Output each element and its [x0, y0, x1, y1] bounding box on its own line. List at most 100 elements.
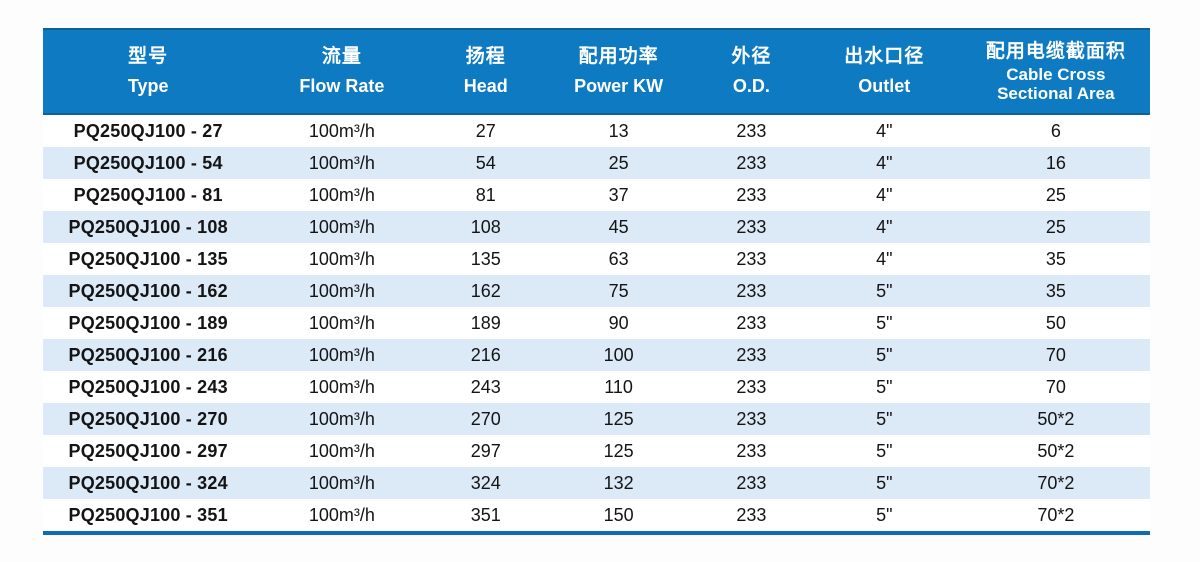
cell-cable-cross-sectional-area: 50*2 [1037, 408, 1075, 429]
cell-od: 233 [736, 344, 767, 365]
cell-cable-cross-sectional-area: 6 [1050, 120, 1061, 141]
cell-type: PQ250QJ100 - 189 [68, 312, 228, 333]
cell-head: 324 [470, 472, 501, 493]
column-header-zh: 扬程 [465, 46, 506, 68]
cell-outlet: 4" [876, 120, 893, 141]
cell-outlet: 5" [876, 472, 893, 493]
cell-outlet: 5" [876, 312, 893, 333]
cell-flow-rate: 100m³/h [308, 120, 375, 141]
column-header-cable-cross-sectional-area: 配用电缆截面积 Cable Cross Sectional Area [962, 30, 1150, 113]
cell-od: 233 [736, 216, 767, 237]
cell-head: 351 [470, 504, 501, 525]
cell-head: 189 [470, 312, 501, 333]
cell-power-kw: 110 [604, 376, 633, 397]
cell-flow-rate: 100m³/h [308, 440, 375, 461]
table-row: PQ250QJ100 - 189 100m³/h 189 90 233 5" 50 [43, 307, 1150, 339]
column-header-zh: 配用功率 [578, 46, 659, 68]
cell-power-kw: 63 [608, 248, 629, 269]
cell-outlet: 5" [876, 408, 893, 429]
column-header-en: Outlet [858, 76, 911, 97]
cell-flow-rate: 100m³/h [308, 152, 375, 173]
cell-power-kw: 132 [603, 472, 634, 493]
cell-type: PQ250QJ100 - 270 [68, 408, 228, 429]
cell-flow-rate: 100m³/h [308, 344, 375, 365]
cell-outlet: 5" [876, 376, 893, 397]
table-row: PQ250QJ100 - 297 100m³/h 297 125 233 5" 50*2 [43, 435, 1150, 467]
cell-od: 233 [736, 504, 767, 525]
cell-cable-cross-sectional-area: 70*2 [1037, 472, 1075, 493]
table-header-row: 型号 Type 流量 Flow Rate 扬程 Head 配用功率 Power KW 外径 O.D… [43, 28, 1150, 115]
cell-head: 54 [475, 152, 496, 173]
cell-power-kw: 125 [603, 408, 634, 429]
cell-head: 216 [470, 344, 501, 365]
cell-flow-rate: 100m³/h [308, 248, 375, 269]
column-header-zh: 流量 [321, 46, 362, 68]
cell-flow-rate: 100m³/h [308, 280, 375, 301]
cell-flow-rate: 100m³/h [308, 312, 375, 333]
table-row: PQ250QJ100 - 270 100m³/h 270 125 233 5" 50*2 [43, 403, 1150, 435]
pump-spec-table: 型号 Type 流量 Flow Rate 扬程 Head 配用功率 Power KW 外径 O.D… [43, 28, 1150, 535]
cell-outlet: 5" [876, 504, 893, 525]
column-header-type: 型号 Type [43, 30, 253, 113]
cell-power-kw: 100 [603, 344, 634, 365]
cell-cable-cross-sectional-area: 16 [1045, 152, 1066, 173]
cell-flow-rate: 100m³/h [308, 216, 375, 237]
cell-head: 108 [470, 216, 501, 237]
cell-od: 233 [736, 120, 767, 141]
cell-power-kw: 13 [608, 120, 629, 141]
column-header-en: Power KW [574, 76, 664, 97]
table-row: PQ250QJ100 - 243 100m³/h 243 110 233 5" 70 [43, 371, 1150, 403]
column-header-power-kw: 配用功率 Power KW [541, 30, 696, 113]
cell-od: 233 [736, 312, 767, 333]
table-row: PQ250QJ100 - 216 100m³/h 216 100 233 5" 70 [43, 339, 1150, 371]
cell-flow-rate: 100m³/h [308, 376, 375, 397]
table-row: PQ250QJ100 - 162 100m³/h 162 75 233 5" 35 [43, 275, 1150, 307]
cell-head: 243 [470, 376, 501, 397]
cell-power-kw: 45 [608, 216, 629, 237]
column-header-zh: 外径 [731, 46, 772, 68]
cell-head: 297 [470, 440, 501, 461]
column-header-flow-rate: 流量 Flow Rate [253, 30, 430, 113]
cell-outlet: 4" [876, 248, 893, 269]
table-row: PQ250QJ100 - 135 100m³/h 135 63 233 4" 35 [43, 243, 1150, 275]
cell-outlet: 5" [876, 280, 893, 301]
cell-power-kw: 90 [608, 312, 629, 333]
cell-head: 162 [470, 280, 501, 301]
cell-cable-cross-sectional-area: 70*2 [1037, 504, 1075, 525]
table-row: PQ250QJ100 - 108 100m³/h 108 45 233 4" 25 [43, 211, 1150, 243]
cell-head: 81 [475, 184, 496, 205]
cell-power-kw: 75 [608, 280, 629, 301]
cell-flow-rate: 100m³/h [308, 504, 375, 525]
cell-od: 233 [736, 408, 767, 429]
column-header-en: Type [127, 76, 169, 97]
column-header-zh: 配用电缆截面积 [985, 40, 1126, 62]
cell-flow-rate: 100m³/h [308, 408, 375, 429]
cell-cable-cross-sectional-area: 25 [1045, 216, 1066, 237]
table-row: PQ250QJ100 - 54 100m³/h 54 25 233 4" 16 [43, 147, 1150, 179]
table-body: PQ250QJ100 - 27 100m³/h 27 13 233 4" 6 PQ250QJ1… [43, 115, 1150, 531]
column-header-en: O.D. [732, 76, 770, 97]
cell-outlet: 5" [876, 440, 893, 461]
cell-cable-cross-sectional-area: 35 [1045, 248, 1066, 269]
cell-od: 233 [736, 440, 767, 461]
cell-outlet: 4" [876, 152, 893, 173]
cell-cable-cross-sectional-area: 35 [1045, 280, 1066, 301]
cell-cable-cross-sectional-area: 50*2 [1037, 440, 1075, 461]
cell-head: 27 [475, 120, 496, 141]
column-header-en-line2: Sectional Area [997, 84, 1115, 104]
column-header-en: Flow Rate [299, 76, 385, 97]
cell-flow-rate: 100m³/h [308, 184, 375, 205]
column-header-zh: 型号 [128, 46, 169, 68]
cell-outlet: 4" [876, 216, 893, 237]
column-header-zh: 出水口径 [844, 46, 925, 68]
cell-power-kw: 25 [608, 152, 629, 173]
cell-power-kw: 150 [603, 504, 634, 525]
cell-od: 233 [736, 472, 767, 493]
cell-cable-cross-sectional-area: 70 [1045, 344, 1066, 365]
cell-od: 233 [736, 152, 767, 173]
cell-type: PQ250QJ100 - 54 [73, 152, 223, 173]
column-header-en: Head [463, 76, 508, 97]
cell-od: 233 [736, 184, 767, 205]
cell-od: 233 [736, 376, 767, 397]
